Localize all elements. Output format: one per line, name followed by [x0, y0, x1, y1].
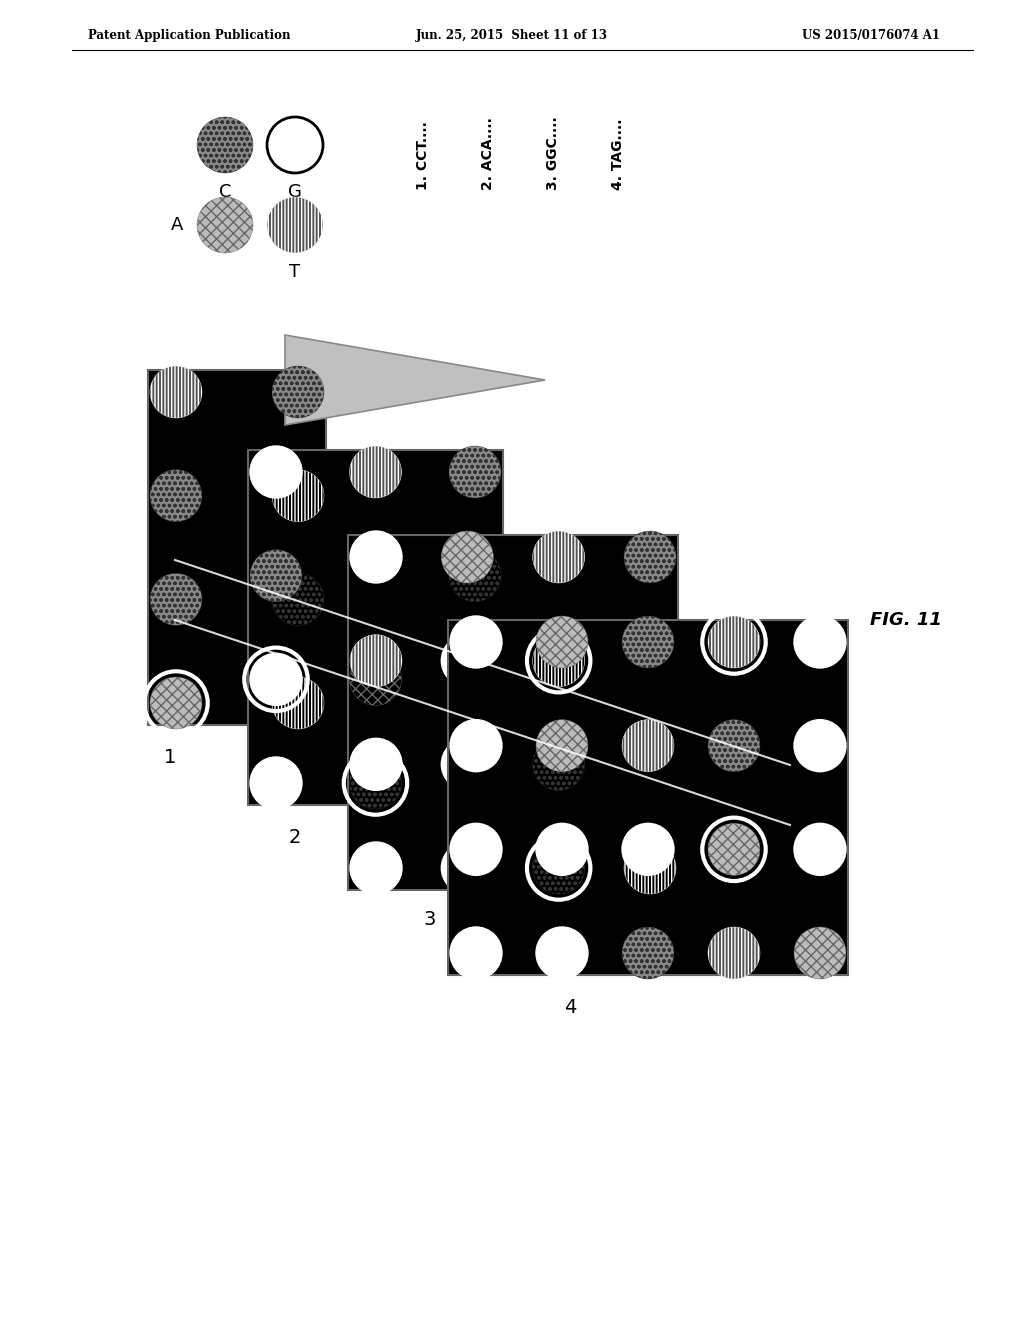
Text: 1: 1: [164, 748, 176, 767]
Text: 4. TAG....: 4. TAG....: [611, 119, 625, 190]
Circle shape: [708, 719, 760, 772]
Circle shape: [350, 635, 402, 686]
Text: 4: 4: [564, 998, 577, 1016]
Text: FIG. 11: FIG. 11: [870, 611, 942, 630]
Circle shape: [267, 117, 323, 173]
Circle shape: [272, 573, 324, 626]
Text: C: C: [219, 183, 231, 201]
Circle shape: [250, 549, 302, 602]
Text: G: G: [288, 183, 302, 201]
Circle shape: [267, 197, 323, 253]
Circle shape: [532, 635, 585, 686]
Circle shape: [450, 824, 502, 875]
Circle shape: [272, 677, 324, 729]
Circle shape: [197, 197, 253, 253]
Text: US 2015/0176074 A1: US 2015/0176074 A1: [802, 29, 940, 41]
Circle shape: [449, 756, 501, 809]
Circle shape: [449, 653, 501, 705]
Text: 2. ACA....: 2. ACA....: [481, 117, 495, 190]
Circle shape: [624, 635, 676, 686]
Circle shape: [794, 927, 846, 979]
Circle shape: [708, 824, 760, 875]
Circle shape: [622, 824, 674, 875]
Circle shape: [272, 470, 324, 521]
Text: 1. CCT....: 1. CCT....: [416, 121, 430, 190]
Circle shape: [449, 549, 501, 602]
Text: Patent Application Publication: Patent Application Publication: [88, 29, 291, 41]
Circle shape: [532, 842, 585, 894]
Circle shape: [532, 531, 585, 583]
Circle shape: [449, 446, 501, 498]
Circle shape: [622, 616, 674, 668]
Circle shape: [536, 719, 588, 772]
FancyBboxPatch shape: [148, 370, 326, 725]
Circle shape: [450, 927, 502, 979]
Circle shape: [150, 366, 202, 418]
Circle shape: [624, 531, 676, 583]
Circle shape: [532, 738, 585, 791]
Circle shape: [349, 446, 401, 498]
Circle shape: [349, 653, 401, 705]
Circle shape: [708, 927, 760, 979]
Circle shape: [536, 616, 588, 668]
Circle shape: [536, 927, 588, 979]
Circle shape: [441, 531, 494, 583]
Circle shape: [536, 824, 588, 875]
Circle shape: [450, 719, 502, 772]
FancyBboxPatch shape: [348, 535, 678, 890]
Circle shape: [441, 635, 494, 686]
Circle shape: [250, 446, 302, 498]
Circle shape: [441, 738, 494, 791]
Polygon shape: [285, 335, 545, 425]
Text: T: T: [290, 263, 301, 281]
Text: 2: 2: [289, 828, 301, 847]
Circle shape: [150, 470, 202, 521]
Circle shape: [450, 616, 502, 668]
Text: 3. GGC....: 3. GGC....: [546, 116, 560, 190]
Text: 3: 3: [424, 909, 436, 929]
Circle shape: [622, 927, 674, 979]
Circle shape: [794, 719, 846, 772]
Circle shape: [250, 756, 302, 809]
Circle shape: [272, 366, 324, 418]
FancyBboxPatch shape: [449, 620, 848, 975]
FancyBboxPatch shape: [248, 450, 503, 805]
Circle shape: [441, 842, 494, 894]
Circle shape: [622, 719, 674, 772]
Circle shape: [624, 738, 676, 791]
Circle shape: [794, 616, 846, 668]
Text: A: A: [171, 216, 183, 234]
Circle shape: [349, 549, 401, 602]
Circle shape: [250, 653, 302, 705]
Circle shape: [350, 738, 402, 791]
Text: Jun. 25, 2015  Sheet 11 of 13: Jun. 25, 2015 Sheet 11 of 13: [416, 29, 608, 41]
Circle shape: [350, 531, 402, 583]
Circle shape: [197, 117, 253, 173]
Circle shape: [150, 677, 202, 729]
Circle shape: [794, 824, 846, 875]
Circle shape: [624, 842, 676, 894]
Circle shape: [350, 842, 402, 894]
Circle shape: [150, 573, 202, 626]
Circle shape: [708, 616, 760, 668]
Circle shape: [349, 756, 401, 809]
